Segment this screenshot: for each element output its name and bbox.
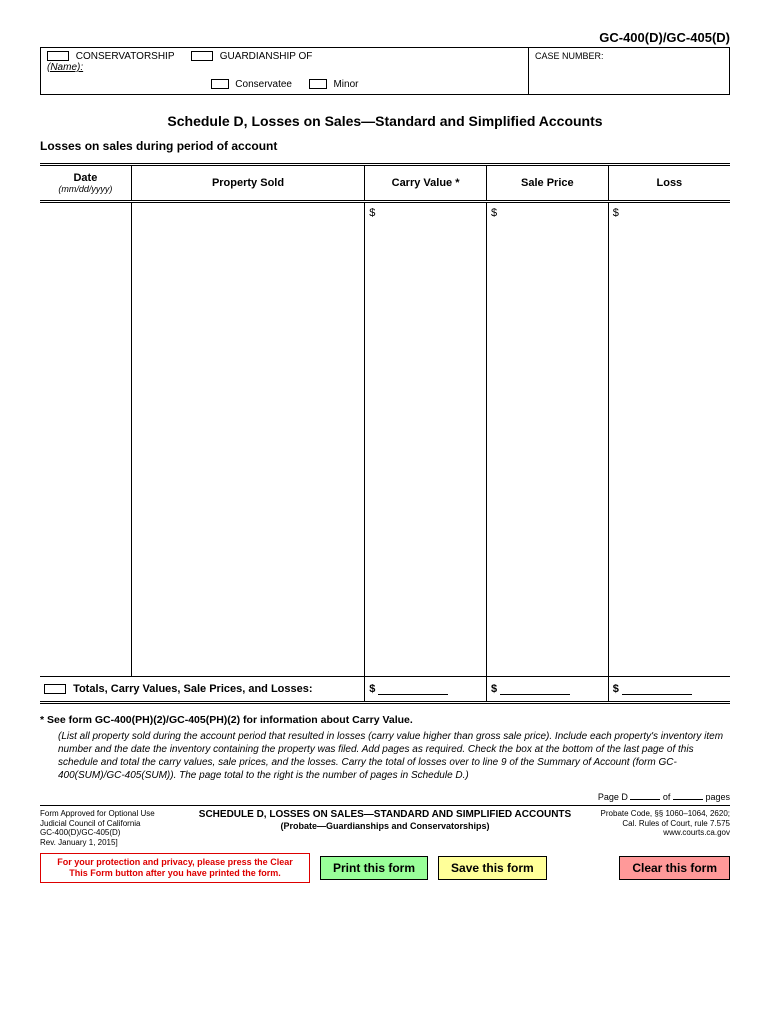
guardianship-checkbox[interactable]: [191, 51, 213, 61]
conservatorship-label: CONSERVATORSHIP: [76, 51, 175, 62]
form-number: GC-400(D)/GC-405(D): [40, 30, 730, 45]
total-sale[interactable]: $: [486, 677, 608, 703]
privacy-notice: For your protection and privacy, please …: [40, 853, 310, 883]
cell-property[interactable]: [131, 202, 364, 677]
footer-center: SCHEDULE D, LOSSES ON SALES—STANDARD AND…: [190, 809, 580, 847]
button-row: For your protection and privacy, please …: [40, 853, 730, 883]
cell-carry[interactable]: $: [365, 202, 487, 677]
conservatorship-checkbox[interactable]: [47, 51, 69, 61]
footnote-lead: * See form GC-400(PH)(2)/GC-405(PH)(2) f…: [40, 714, 730, 726]
page-title: Schedule D, Losses on Sales—Standard and…: [40, 113, 730, 129]
print-button[interactable]: Print this form: [320, 856, 428, 880]
cell-date[interactable]: [40, 202, 131, 677]
case-number-label: CASE NUMBER:: [529, 48, 729, 94]
table-row: $ $ $: [40, 202, 730, 677]
total-loss[interactable]: $: [608, 677, 730, 703]
col-carry-header: Carry Value *: [365, 165, 487, 202]
subtitle: Losses on sales during period of account: [40, 139, 730, 153]
page-info: Page D of pages: [40, 790, 730, 802]
save-button[interactable]: Save this form: [438, 856, 547, 880]
losses-table: Date (mm/dd/yyyy) Property Sold Carry Va…: [40, 163, 730, 704]
guardianship-label: GUARDIANSHIP OF: [220, 51, 313, 62]
minor-checkbox[interactable]: [309, 79, 327, 89]
cell-loss[interactable]: $: [608, 202, 730, 677]
totals-row: Totals, Carry Values, Sale Prices, and L…: [40, 677, 730, 703]
cell-sale[interactable]: $: [486, 202, 608, 677]
col-date-header: Date (mm/dd/yyyy): [40, 165, 131, 202]
footnote: * See form GC-400(PH)(2)/GC-405(PH)(2) f…: [40, 714, 730, 782]
conservatee-label: Conservatee: [235, 79, 292, 90]
col-property-header: Property Sold: [131, 165, 364, 202]
col-loss-header: Loss: [608, 165, 730, 202]
footer-left: Form Approved for Optional Use Judicial …: [40, 809, 190, 847]
name-label: (Name):: [47, 62, 522, 73]
col-sale-header: Sale Price: [486, 165, 608, 202]
total-carry[interactable]: $: [365, 677, 487, 703]
footer: Form Approved for Optional Use Judicial …: [40, 805, 730, 847]
conservatee-checkbox[interactable]: [211, 79, 229, 89]
header-box: CONSERVATORSHIP GUARDIANSHIP OF (Name): …: [40, 47, 730, 95]
clear-button[interactable]: Clear this form: [619, 856, 730, 880]
totals-checkbox[interactable]: [44, 684, 66, 694]
totals-label: Totals, Carry Values, Sale Prices, and L…: [73, 683, 312, 695]
footer-right: Probate Code, §§ 1060–1064, 2620; Cal. R…: [580, 809, 730, 847]
header-left: CONSERVATORSHIP GUARDIANSHIP OF (Name): …: [41, 48, 529, 94]
footnote-body: (List all property sold during the accou…: [58, 730, 730, 782]
minor-label: Minor: [333, 79, 358, 90]
